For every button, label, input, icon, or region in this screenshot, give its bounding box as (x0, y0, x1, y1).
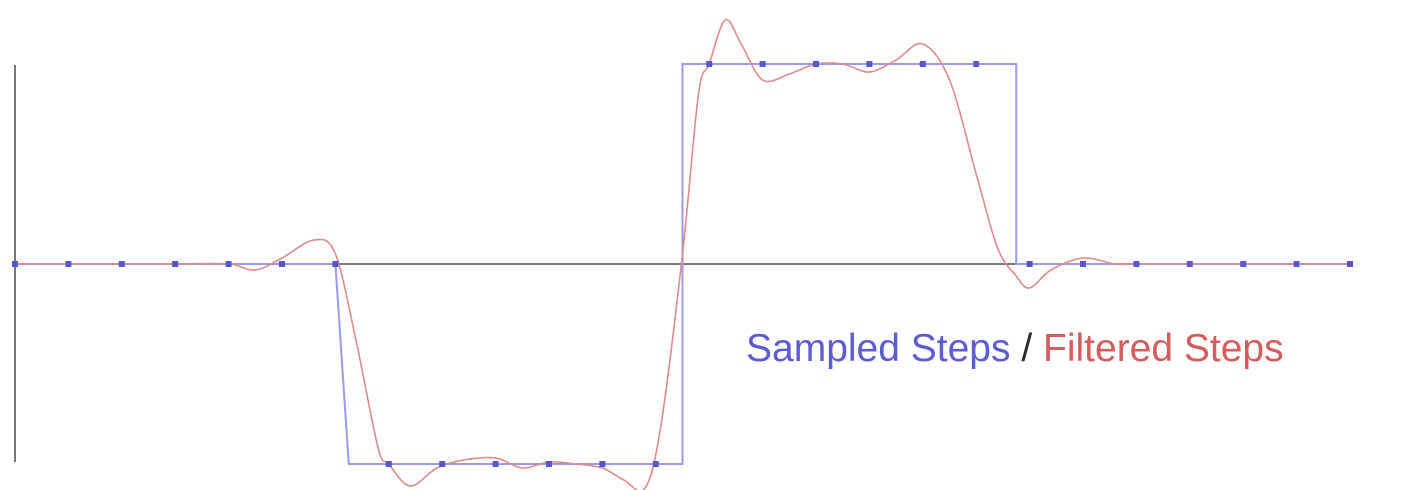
sample-point (1080, 261, 1086, 267)
sample-point (546, 461, 552, 467)
sample-point (599, 461, 606, 467)
legend-separator: / (1010, 327, 1044, 370)
sample-point (813, 61, 819, 67)
sample-point (1240, 261, 1247, 267)
sample-point (1293, 261, 1300, 267)
sample-point (706, 61, 713, 67)
sample-point (225, 261, 232, 267)
sample-point (759, 61, 766, 67)
sample-point (1186, 261, 1193, 267)
legend-sampled-label: Sampled Steps (746, 327, 1011, 370)
sample-point (919, 61, 926, 67)
sample-point (279, 261, 285, 267)
sample-point (492, 461, 499, 467)
sample-point (1347, 261, 1353, 267)
sample-point (172, 261, 179, 267)
series-sampled-steps-line (15, 63, 1350, 465)
sample-point (1026, 261, 1033, 267)
sample-point (973, 61, 980, 67)
sample-point (65, 261, 72, 267)
sample-point (439, 461, 446, 467)
sample-point (332, 261, 339, 267)
legend: Sampled Steps / Filtered Steps (746, 329, 1284, 368)
sample-point (118, 261, 125, 267)
sample-point (12, 261, 18, 267)
sample-point (1133, 261, 1140, 267)
sample-point (866, 61, 873, 67)
sample-point (385, 461, 392, 467)
legend-filtered-label: Filtered Steps (1043, 327, 1284, 370)
sample-point (652, 461, 659, 467)
series-filtered-steps-line (15, 18, 1350, 490)
